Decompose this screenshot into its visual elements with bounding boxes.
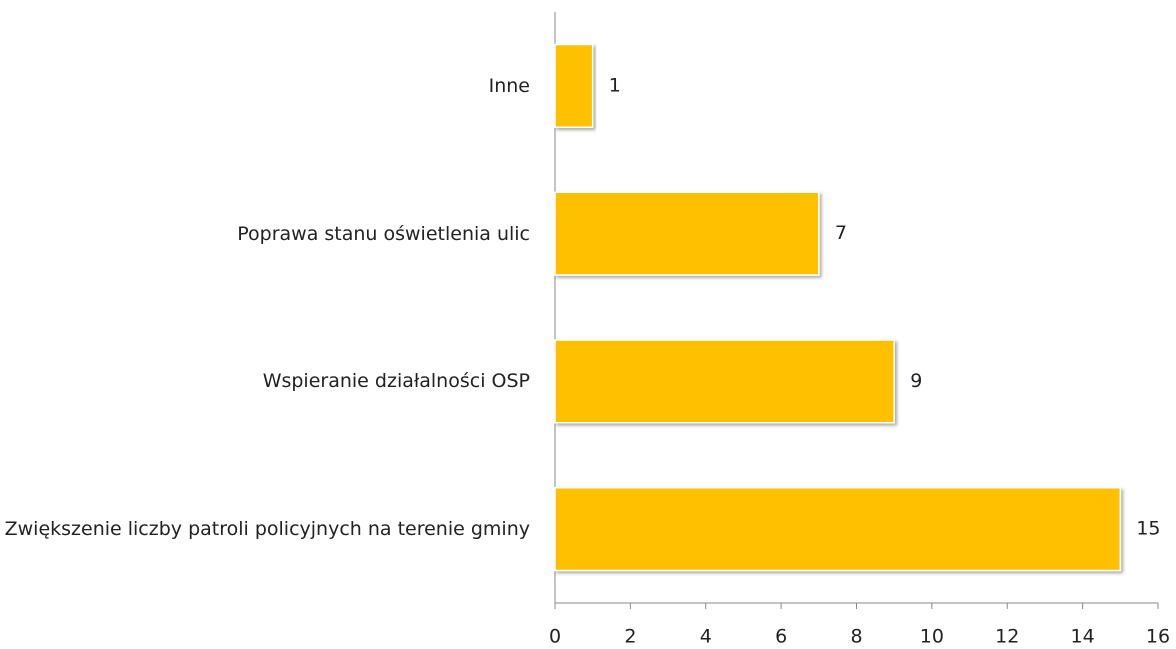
bar <box>554 43 594 128</box>
x-tick-label: 16 <box>1146 626 1170 648</box>
x-tick-label: 0 <box>549 626 561 648</box>
x-tick-label: 4 <box>700 626 712 648</box>
data-label: 15 <box>1136 518 1160 540</box>
category-label-box: Inne <box>489 46 530 126</box>
y-tick-label: Poprawa stanu oświetlenia ulic <box>237 222 530 245</box>
data-label: 7 <box>835 222 847 244</box>
y-tick-label: Zwiększenie liczby patroli policyjnych n… <box>4 518 530 541</box>
y-tick-label: Inne <box>488 74 530 97</box>
x-tick-label: 12 <box>995 626 1019 648</box>
x-tick-label: 10 <box>920 626 944 648</box>
x-tick-label: 14 <box>1071 626 1095 648</box>
bar <box>554 339 895 424</box>
x-tick-label: 6 <box>775 626 787 648</box>
x-tick-label: 8 <box>850 626 862 648</box>
category-label-box: Zwiększenie liczby patroli policyjnych n… <box>5 489 530 569</box>
category-label-box: Poprawa stanu oświetlenia ulic <box>237 194 530 274</box>
data-label: 9 <box>910 370 922 392</box>
data-label: 1 <box>609 74 621 96</box>
x-tick-label: 2 <box>624 626 636 648</box>
y-tick-label: Wspieranie działalności OSP <box>262 370 530 393</box>
category-label-box: Wspieranie działalności OSP <box>263 341 530 421</box>
bar <box>554 191 820 276</box>
bar <box>554 487 1122 572</box>
